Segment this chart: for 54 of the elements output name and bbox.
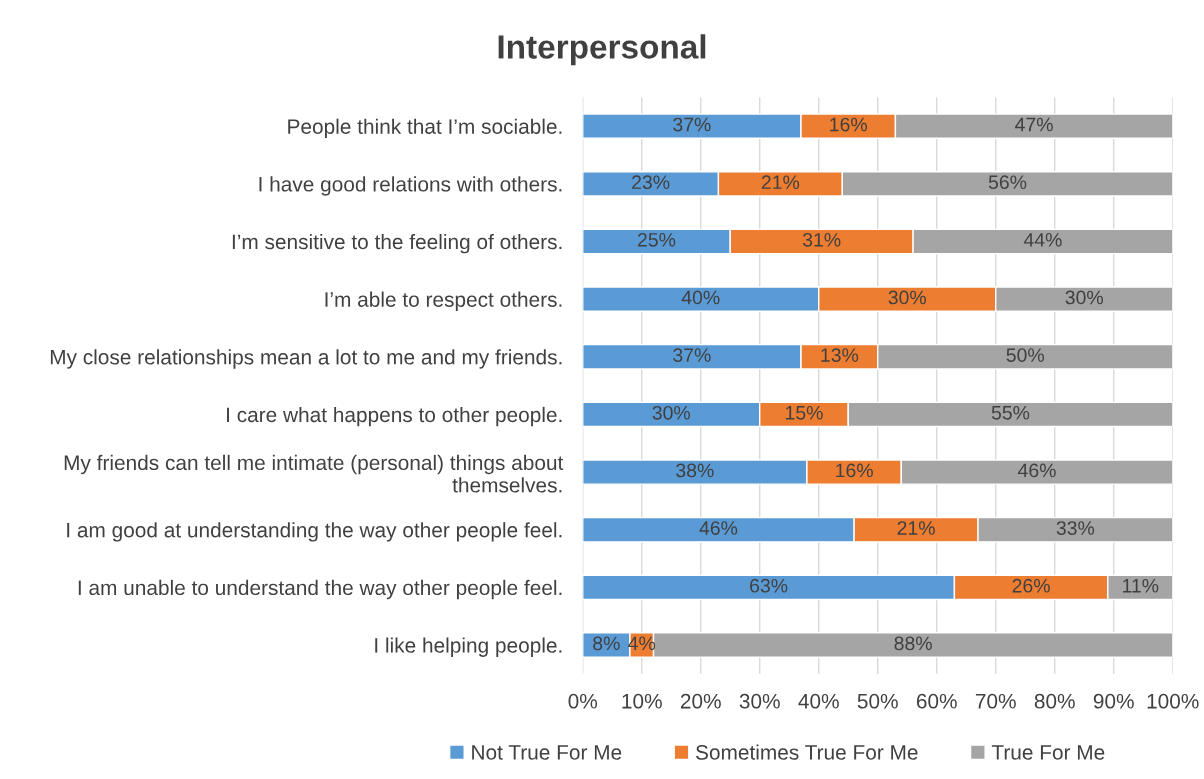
legend-label: Not True For Me	[472, 745, 622, 760]
data-label: 11%	[1122, 578, 1159, 593]
y-tick-label: I care what happens to other people.	[227, 406, 562, 427]
y-tick-label: People think that I’m sociable.	[288, 118, 562, 139]
data-label: 38%	[676, 463, 714, 478]
data-label: 16%	[836, 463, 873, 478]
y-tick-label: I like helping people.	[375, 637, 562, 657]
x-tick-label: 90%	[1093, 693, 1134, 709]
chart-title: Interpersonal	[498, 34, 706, 66]
data-label: 37%	[673, 117, 711, 132]
x-tick-label: 100%	[1147, 693, 1199, 709]
data-label: 44%	[1023, 233, 1062, 247]
x-tick-label: 20%	[680, 693, 721, 709]
data-label: 30%	[652, 405, 690, 420]
data-label: 50%	[1006, 348, 1044, 362]
data-label: 37%	[673, 348, 711, 362]
data-label: 40%	[681, 290, 720, 305]
data-label: 46%	[699, 521, 738, 535]
x-tick-label: 30%	[739, 693, 780, 709]
data-label: 30%	[1065, 290, 1103, 305]
x-tick-label: 40%	[798, 693, 839, 709]
legend-label: Sometimes True For Me	[695, 744, 918, 760]
x-tick-label: 50%	[857, 693, 898, 709]
y-tick-label: I am good at understanding the way other people feel.	[67, 522, 562, 542]
data-label: 15%	[786, 405, 823, 420]
data-label: 46%	[1017, 463, 1056, 478]
data-label: 55%	[991, 405, 1030, 420]
data-label: 31%	[802, 232, 841, 247]
data-label: 30%	[888, 290, 926, 305]
y-tick-label: I’m able to respect others.	[325, 291, 562, 312]
data-label: 56%	[988, 175, 1027, 190]
x-tick-label: 60%	[916, 693, 957, 709]
y-tick-label: My friends can tell me intimate (personal) things about themselves.	[64, 454, 564, 493]
y-tick-label: I am unable to understand the way other people feel.	[78, 579, 562, 600]
data-label: 33%	[1056, 521, 1095, 535]
y-tick-label: My close relationships mean a lot to me and my friends.	[50, 349, 562, 369]
data-label: 26%	[1012, 578, 1050, 593]
data-label: 13%	[821, 348, 859, 362]
data-label: 21%	[897, 521, 935, 535]
data-label: 47%	[1015, 117, 1053, 132]
x-tick-label: 80%	[1034, 693, 1075, 709]
y-tick-label: I have good relations with others.	[259, 176, 562, 196]
data-label: 88%	[894, 636, 932, 651]
data-label: 63%	[750, 578, 788, 593]
data-label: 23%	[632, 175, 670, 190]
data-label: 25%	[638, 232, 676, 247]
data-label: 16%	[830, 117, 867, 132]
legend-label: True For Me	[991, 745, 1105, 760]
data-label: 8%	[593, 636, 620, 651]
x-tick-label: 10%	[622, 693, 662, 709]
data-label: 21%	[761, 175, 800, 189]
x-tick-label: 0%	[568, 693, 598, 709]
y-tick-label: I’m sensitive to the feeling of others.	[232, 233, 562, 254]
x-tick-label: 70%	[975, 693, 1016, 709]
